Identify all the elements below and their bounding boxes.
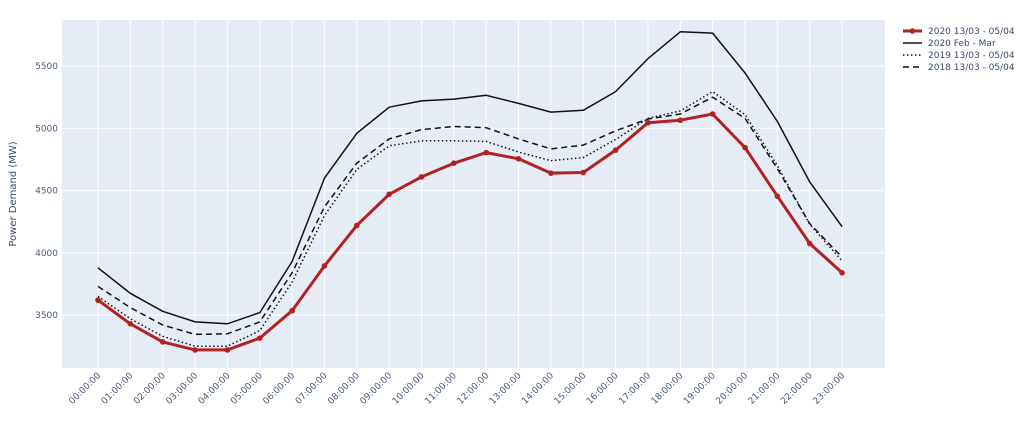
data-point <box>580 169 587 176</box>
y-axis-title: Power Demand (MW) <box>8 141 19 246</box>
y-tick-label: 5000 <box>35 124 58 134</box>
data-point <box>806 240 813 247</box>
x-tick-label: 20:00:00 <box>714 371 750 407</box>
data-point <box>677 117 684 124</box>
x-tick-label: 05:00:00 <box>229 371 265 407</box>
legend-item-label[interactable]: 2020 13/03 - 05/04 <box>928 27 1015 37</box>
legend[interactable]: 2020 13/03 - 05/04 2020 Feb - Mar 2019 13/… <box>903 27 1015 73</box>
data-point <box>774 193 781 199</box>
data-point <box>159 339 166 345</box>
x-tick-label: 23:00:00 <box>812 371 848 407</box>
x-tick-label: 02:00:00 <box>132 371 168 407</box>
data-point <box>256 335 263 341</box>
series-line <box>97 90 843 347</box>
series-line <box>97 96 843 336</box>
x-tick-label: 10:00:00 <box>391 371 427 407</box>
data-point <box>645 119 651 126</box>
x-tick-label: 07:00:00 <box>294 371 330 407</box>
x-tick-label: 17:00:00 <box>617 371 653 407</box>
series-line <box>97 112 844 352</box>
y-tick-labels: 3500 4000 4500 5000 5500 <box>35 62 58 321</box>
x-tick-label: 18:00:00 <box>650 371 686 407</box>
data-point <box>839 269 845 276</box>
data-point <box>289 307 295 314</box>
legend-marker[interactable] <box>909 28 916 34</box>
plot-background <box>62 20 885 368</box>
y-tick-label: 3500 <box>35 311 58 321</box>
x-tick-label: 19:00:00 <box>682 371 718 407</box>
x-tick-label: 00:00:00 <box>67 371 103 407</box>
x-tick-label: 14:00:00 <box>520 371 556 407</box>
data-point <box>483 149 490 156</box>
x-tick-label: 15:00:00 <box>553 371 589 407</box>
data-point <box>709 111 716 117</box>
x-tick-label: 11:00:00 <box>423 371 459 407</box>
x-tick-label: 08:00:00 <box>326 371 362 407</box>
x-tick-label: 01:00:00 <box>100 371 136 407</box>
data-point <box>192 347 198 353</box>
series-line <box>97 31 843 325</box>
data-point <box>95 297 101 303</box>
y-tick-label: 4500 <box>35 187 58 197</box>
x-tick-label: 16:00:00 <box>585 371 621 407</box>
series-lines <box>95 31 845 353</box>
data-point <box>354 222 360 229</box>
x-tick-label: 06:00:00 <box>262 371 298 407</box>
legend-item-label[interactable]: 2020 Feb - Mar <box>928 39 996 49</box>
legend-item-label[interactable]: 2019 13/03 - 05/04 <box>928 51 1015 61</box>
y-tick-label: 5500 <box>35 62 58 72</box>
data-point <box>742 144 748 151</box>
x-tick-labels: 00:00:0001:00:0002:00:0003:00:0004:00:00… <box>67 371 847 407</box>
data-point <box>418 174 425 180</box>
x-tick-label: 03:00:00 <box>165 371 201 407</box>
x-tick-label: 21:00:00 <box>747 371 783 407</box>
data-point <box>451 160 457 166</box>
data-point <box>224 347 231 353</box>
data-point <box>321 263 328 269</box>
data-point <box>548 170 554 176</box>
data-point <box>515 156 522 162</box>
x-tick-label: 13:00:00 <box>488 371 524 407</box>
x-tick-label: 22:00:00 <box>779 371 815 407</box>
x-tick-label: 12:00:00 <box>456 371 492 407</box>
data-point <box>127 320 134 327</box>
x-tick-label: 04:00:00 <box>197 371 233 407</box>
data-point <box>612 147 619 153</box>
grid-lines <box>62 20 885 368</box>
data-point <box>386 191 392 198</box>
y-tick-label: 4000 <box>35 249 58 259</box>
legend-item-label[interactable]: 2018 13/03 - 05/04 <box>928 63 1015 73</box>
x-tick-label: 09:00:00 <box>359 371 395 407</box>
